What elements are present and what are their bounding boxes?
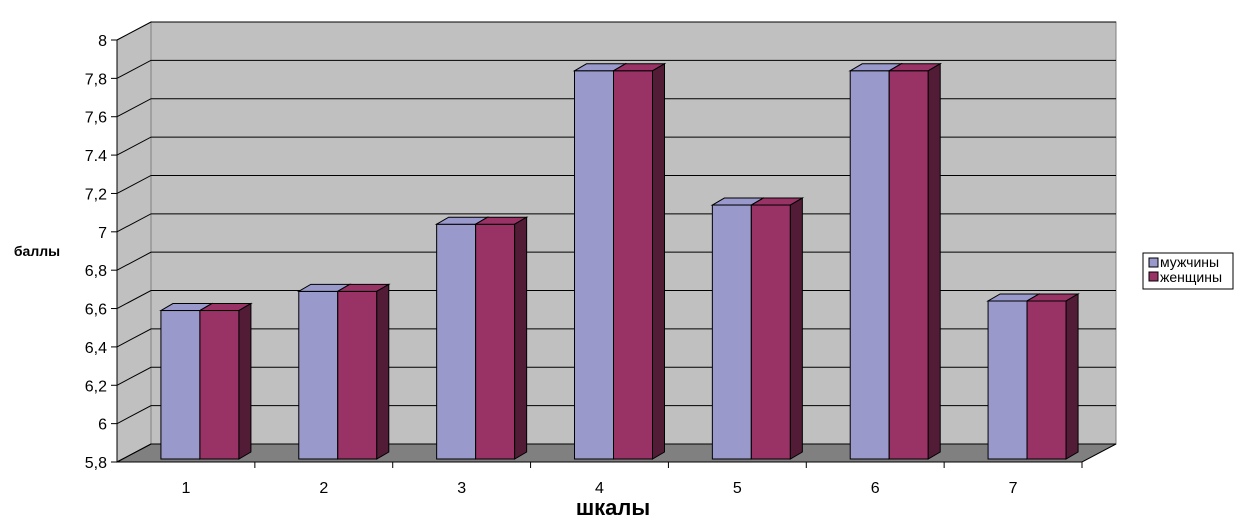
x-axis-title: шкалы: [576, 495, 650, 517]
gridline: [116, 174, 1116, 194]
x-tick-label: 1: [181, 480, 190, 497]
bar-женщины-1: [198, 302, 253, 460]
x-tick-label: 6: [871, 480, 880, 497]
legend-swatch-women: [1148, 271, 1159, 282]
legend-label-women: женщины: [1160, 269, 1222, 285]
x-tick-label: 4: [595, 480, 604, 497]
bar-женщины-5: [749, 197, 805, 460]
bar-женщины-4: [611, 62, 667, 460]
gridline: [116, 98, 1116, 118]
x-tick-labels: 1 2 3 4 5 6 7: [181, 480, 1017, 497]
y-tick-labels: 5,8 6 6,2 6,4 6,6 6,8 7 7,2 7.4 7,6 7,8 8: [85, 33, 107, 472]
bar-front: [613, 70, 653, 460]
y-tick-label: 5,8: [85, 455, 107, 472]
gridline: [116, 21, 1116, 41]
y-tick-label: 7,2: [85, 186, 107, 203]
bar-side: [514, 216, 528, 460]
x-tick-label: 7: [1009, 480, 1018, 497]
bar-front: [987, 300, 1028, 460]
y-tick-label: 7,6: [85, 110, 107, 127]
y-tick-label: 6,8: [85, 263, 107, 280]
bar-front: [888, 70, 929, 460]
gridline: [116, 136, 1116, 156]
y-tick-label: 7: [98, 225, 107, 242]
legend-swatch-men: [1148, 257, 1159, 268]
bar-side: [652, 62, 665, 460]
x-tick-label: 3: [457, 480, 466, 497]
y-tick-label: 6,2: [85, 378, 107, 395]
y-tick-label: 7,8: [85, 71, 107, 88]
bar-женщины-3: [473, 216, 529, 460]
bar-front: [574, 70, 614, 460]
y-tick-label: 6,6: [85, 302, 107, 319]
bar-side: [238, 302, 252, 460]
bar-front: [160, 310, 201, 460]
bar-front: [199, 310, 240, 460]
bar-женщины-2: [335, 283, 391, 460]
y-tick-label: 6,4: [85, 340, 107, 357]
bar-front: [298, 290, 339, 460]
bar-front: [1026, 300, 1067, 460]
side-wall: [116, 21, 152, 463]
y-tick-label: 8: [98, 33, 107, 50]
x-tick-label: 2: [319, 480, 328, 497]
gridline: [116, 59, 1116, 79]
bar-side: [927, 62, 941, 460]
bar-side: [789, 197, 803, 460]
bar-side: [1065, 293, 1079, 460]
bar-front: [436, 223, 477, 460]
bar-front: [475, 223, 516, 460]
bar-front: [711, 204, 752, 460]
legend-label-men: мужчины: [1160, 254, 1219, 270]
bars: [159, 62, 1080, 460]
y-tick-label: 7.4: [85, 148, 107, 165]
legend: мужчины женщины: [1142, 252, 1234, 290]
bar-женщины-7: [1025, 293, 1080, 460]
bar-front: [849, 70, 890, 460]
y-axis-title: баллы: [14, 243, 60, 259]
y-tick-label: 6: [98, 417, 107, 434]
bar-side: [376, 283, 390, 460]
bar-женщины-6: [887, 62, 943, 460]
x-tick-label: 5: [733, 480, 742, 497]
bar-front: [337, 290, 378, 460]
bar-front: [750, 204, 791, 460]
